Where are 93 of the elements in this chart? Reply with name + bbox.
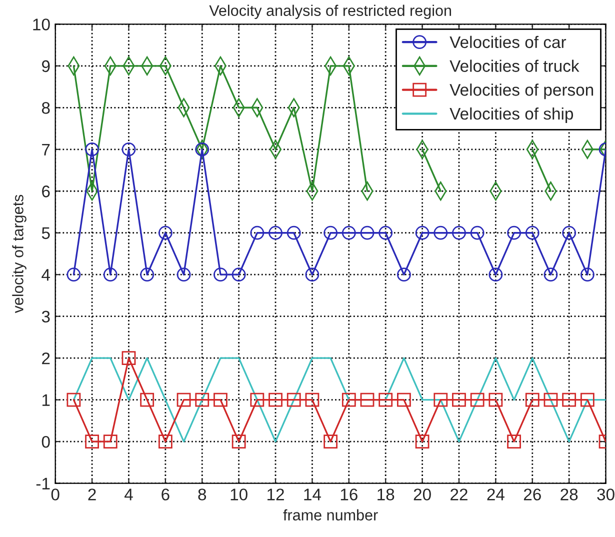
point [488,268,503,282]
point [434,226,448,240]
legend-label: Velocities of person [450,84,594,100]
point [214,268,228,282]
point [360,226,374,240]
y-tick-label: 8 [42,102,50,114]
point [562,226,576,240]
x-tick-label: 10 [230,488,248,500]
point [176,392,191,407]
point [250,392,264,407]
point [85,434,99,449]
point [286,392,301,407]
point [580,392,594,407]
y-axis-title: velocity of targets [12,194,26,314]
point [397,268,411,282]
point [103,434,118,449]
point [232,268,246,282]
point [85,142,99,156]
point [544,268,558,282]
point [452,392,466,407]
y-tick-label: 2 [42,352,50,364]
point [544,392,558,407]
point [158,434,172,449]
point [66,392,81,407]
y-tick-label: 9 [42,60,50,72]
x-tick-label: 12 [268,488,284,500]
point [66,268,81,282]
point [360,392,374,407]
point [305,268,320,282]
point [268,226,282,240]
y-tick-label: 6 [42,186,50,198]
point [452,226,466,240]
x-tick-label: 28 [560,488,578,500]
point [214,392,228,407]
x-tick-label: 0 [51,488,60,500]
point [378,226,393,240]
point [140,392,154,407]
point [176,268,191,282]
point [103,268,118,282]
point [397,392,411,407]
point [342,226,356,240]
y-tick-label: 0 [42,436,50,448]
point [305,392,320,407]
x-tick-label: 26 [524,488,541,500]
point [122,351,136,366]
point [324,226,338,240]
point [195,142,210,156]
point [580,268,594,282]
point [140,268,154,282]
y-tick-label: 1 [42,394,50,406]
point [507,226,521,240]
point [470,226,484,240]
x-tick-label: 6 [162,488,170,500]
legend-label: Velocities of truck [450,60,580,72]
x-tick-label: 30 [597,488,614,500]
point [268,392,282,407]
x-tick-label: 20 [414,488,431,500]
y-tick-label: 5 [42,227,50,240]
point [470,392,484,407]
point [488,392,503,407]
y-tick-label: 4 [42,269,50,281]
point [122,142,136,156]
x-tick-label: 2 [88,488,96,500]
point [415,226,430,240]
point [286,226,301,240]
point [195,392,210,407]
point [434,392,448,407]
x-axis-title: frame number [283,509,378,520]
point [158,226,172,240]
point [525,226,540,240]
x-tick-label: 18 [378,488,394,500]
x-tick-label: 8 [198,488,206,500]
point [232,434,246,449]
point [324,434,338,449]
legend-label: Velocities of car [450,36,566,48]
x-tick-label: 14 [304,488,321,500]
y-tick-label: 10 [33,18,50,30]
point [415,434,430,449]
x-tick-label: 16 [340,488,358,500]
y-tick-label: -1 [36,478,50,490]
point [250,226,264,240]
point [342,392,356,407]
y-tick-label: 3 [42,310,50,323]
point [378,392,393,407]
point [562,392,576,407]
x-tick-label: 4 [124,488,133,500]
x-tick-label: 24 [487,488,504,500]
y-tick-label: 7 [42,144,50,156]
point [507,434,521,449]
chart-title: Velocity analysis of restricted region [209,4,452,19]
x-tick-label: 22 [450,488,468,500]
point [525,392,540,407]
legend-label: Velocities of ship [450,107,574,123]
